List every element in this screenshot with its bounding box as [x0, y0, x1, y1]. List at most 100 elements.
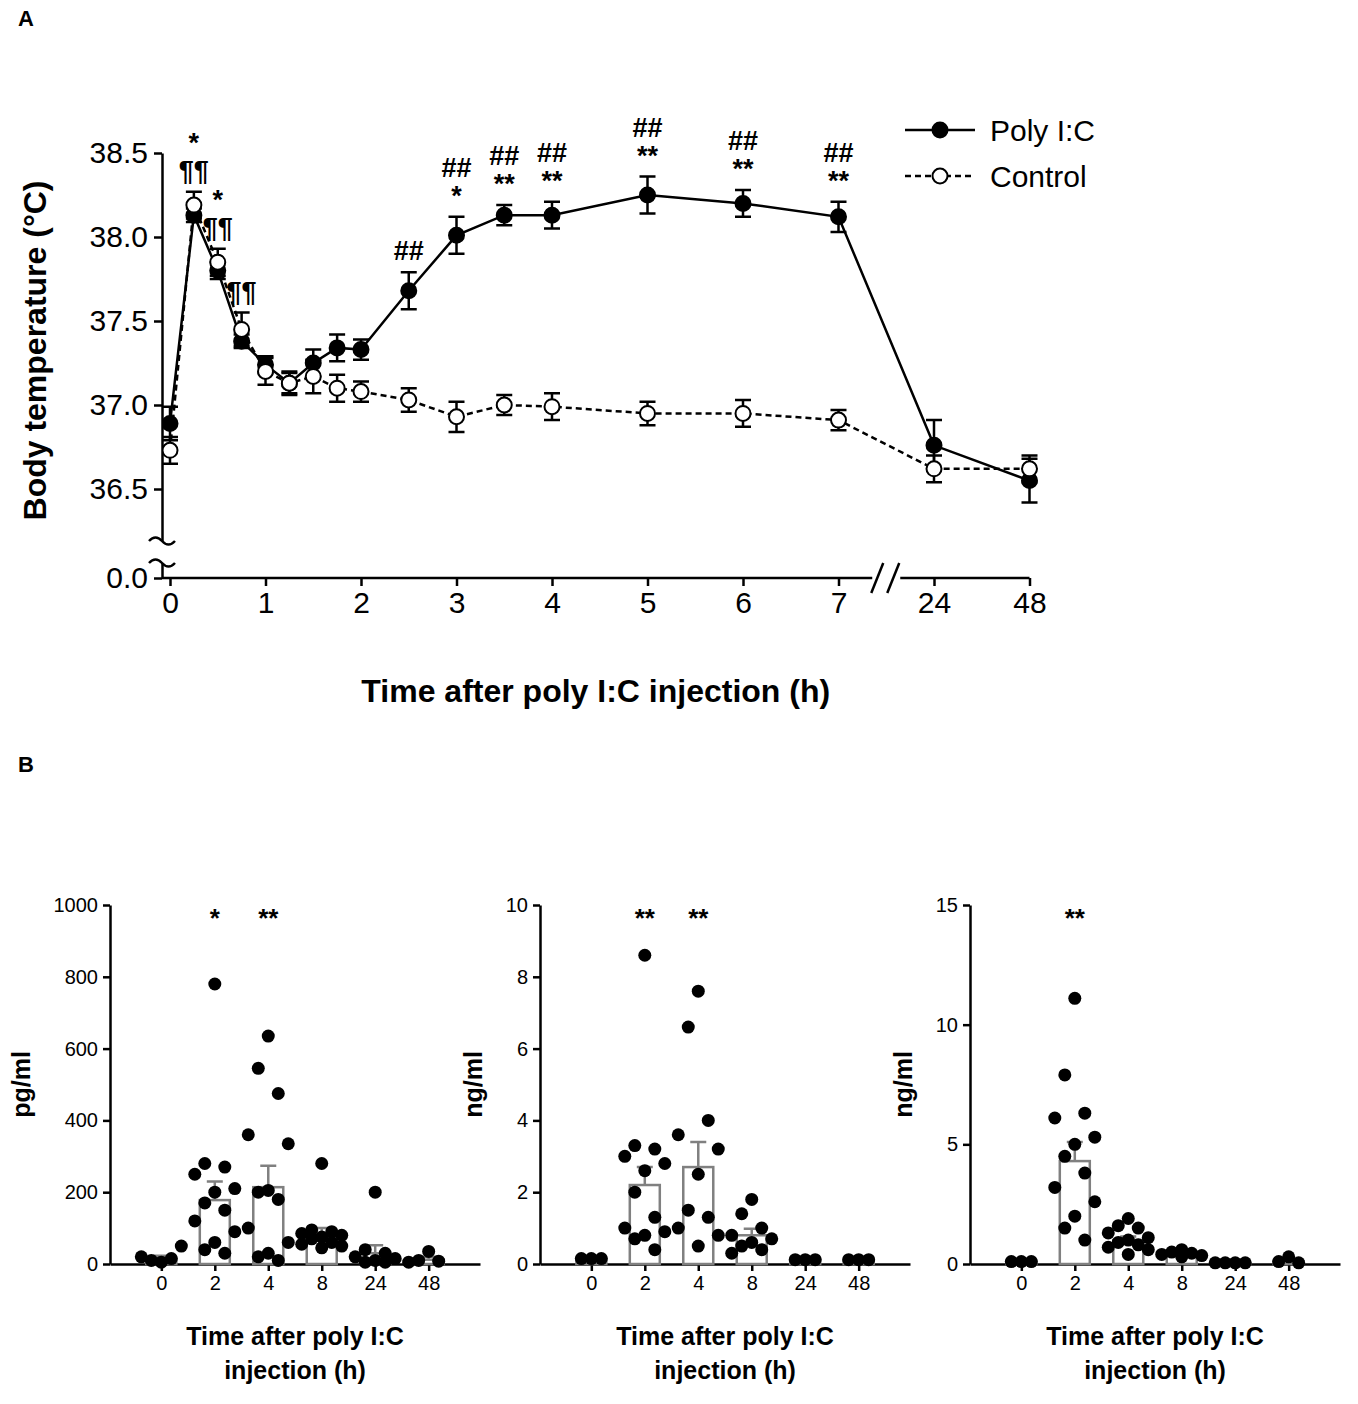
data-point: [198, 1196, 211, 1209]
tick: 4: [263, 1264, 274, 1294]
tick-label: 0.0: [106, 561, 148, 594]
series-line: [170, 195, 1030, 481]
panel-label: B: [18, 752, 34, 777]
data-point: [628, 1232, 641, 1245]
tick-label: 8: [747, 1272, 758, 1294]
tick-label: 0: [1016, 1272, 1027, 1294]
data-point: [354, 384, 369, 399]
x-axis: 02482448: [971, 1264, 1341, 1294]
tick: 4: [693, 1264, 704, 1294]
tick-label: 36.5: [90, 472, 148, 505]
data-point: [809, 1253, 822, 1266]
data-point: [658, 1157, 671, 1170]
data-point: [272, 1193, 285, 1206]
error-bar: [210, 249, 226, 276]
data-point: [692, 1240, 705, 1253]
data-point: [228, 1225, 241, 1238]
tick-mark: [963, 1144, 970, 1147]
error-bar: [207, 1181, 223, 1200]
error-bar: [401, 272, 417, 309]
annotation: **: [637, 141, 659, 171]
data-point: [638, 949, 651, 962]
tick: 5: [640, 578, 657, 619]
plot-area: [162, 177, 1038, 503]
data-point: [422, 1245, 435, 1258]
error-bar: [162, 437, 178, 464]
tick-label: 4: [693, 1272, 704, 1294]
data-point: [1068, 1138, 1081, 1151]
tick: 800: [65, 966, 110, 988]
data-point: [449, 409, 464, 424]
tick: 38.5: [90, 136, 162, 169]
x-axis-title: Time after poly I:Cinjection (h): [1046, 1322, 1264, 1384]
tick-label: 4: [263, 1272, 274, 1294]
tick-label: 600: [65, 1038, 98, 1060]
tick-label: 0: [517, 1253, 528, 1275]
data-point: [218, 1247, 231, 1260]
tick-label: 2: [640, 1272, 651, 1294]
y-axis: 051015: [936, 894, 971, 1275]
error-bar: [186, 192, 202, 219]
tick-mark: [963, 904, 970, 907]
tick: 0.0: [106, 561, 162, 594]
data-point: [842, 1253, 855, 1266]
data-point: [648, 1143, 661, 1156]
tick-label: 24: [365, 1272, 387, 1294]
x-axis: 012345672448: [162, 578, 1047, 619]
tick-mark: [360, 578, 363, 586]
tick-mark: [533, 976, 540, 979]
tick-label: 10: [506, 894, 528, 916]
data-point: [282, 376, 297, 391]
data-point: [736, 406, 751, 421]
data-point: [315, 1241, 328, 1254]
axis-line: [161, 154, 164, 579]
data-point: [648, 1211, 661, 1224]
tick: 8: [317, 1264, 328, 1294]
y-axis-title: Body temperature (°C): [17, 181, 53, 521]
tick: 6: [735, 578, 752, 619]
tick-label: 5: [640, 586, 657, 619]
y-axis-title: ng/ml: [459, 1051, 487, 1118]
tick-mark: [1029, 578, 1032, 586]
data-point: [1048, 1181, 1061, 1194]
x-axis-title-line: injection (h): [1084, 1356, 1226, 1384]
plot-area: [1005, 992, 1305, 1269]
data-point: [401, 283, 416, 298]
data-point: [1195, 1249, 1208, 1262]
data-point: [1142, 1243, 1155, 1256]
data-point: [369, 1186, 382, 1199]
legend-entry: Poly I:C: [905, 114, 1095, 147]
data-point: [1058, 1068, 1071, 1081]
annotation: ##: [823, 138, 853, 168]
error-bar: [353, 339, 369, 359]
data-point: [682, 1204, 695, 1217]
axis-line: [969, 906, 972, 1265]
x-axis-title-line: injection (h): [654, 1356, 796, 1384]
data-point: [432, 1255, 445, 1268]
tick-mark: [103, 1120, 110, 1123]
tick-label: 200: [65, 1181, 98, 1203]
data-point: [755, 1222, 768, 1235]
data-point: [672, 1222, 685, 1235]
error-bar: [496, 205, 512, 225]
tick-mark: [265, 578, 268, 586]
data-point: [295, 1238, 308, 1251]
error-bar: [234, 313, 250, 347]
series: [162, 177, 1038, 503]
data-point: [658, 1225, 671, 1238]
tick: 15: [936, 894, 970, 916]
tick: 24: [918, 578, 951, 619]
data-point: [163, 443, 178, 458]
data-point: [252, 1062, 265, 1075]
data-point: [208, 1186, 221, 1199]
tick: 48: [1013, 578, 1046, 619]
tick-label: 1: [258, 586, 275, 619]
data-point: [210, 255, 225, 270]
data-point: [198, 1157, 211, 1170]
tick-label: 48: [848, 1272, 870, 1294]
tick-label: 0: [162, 586, 179, 619]
error-bar: [281, 371, 297, 395]
tick-label: 8: [317, 1272, 328, 1294]
data-point: [927, 461, 942, 476]
tick-mark: [169, 578, 172, 586]
